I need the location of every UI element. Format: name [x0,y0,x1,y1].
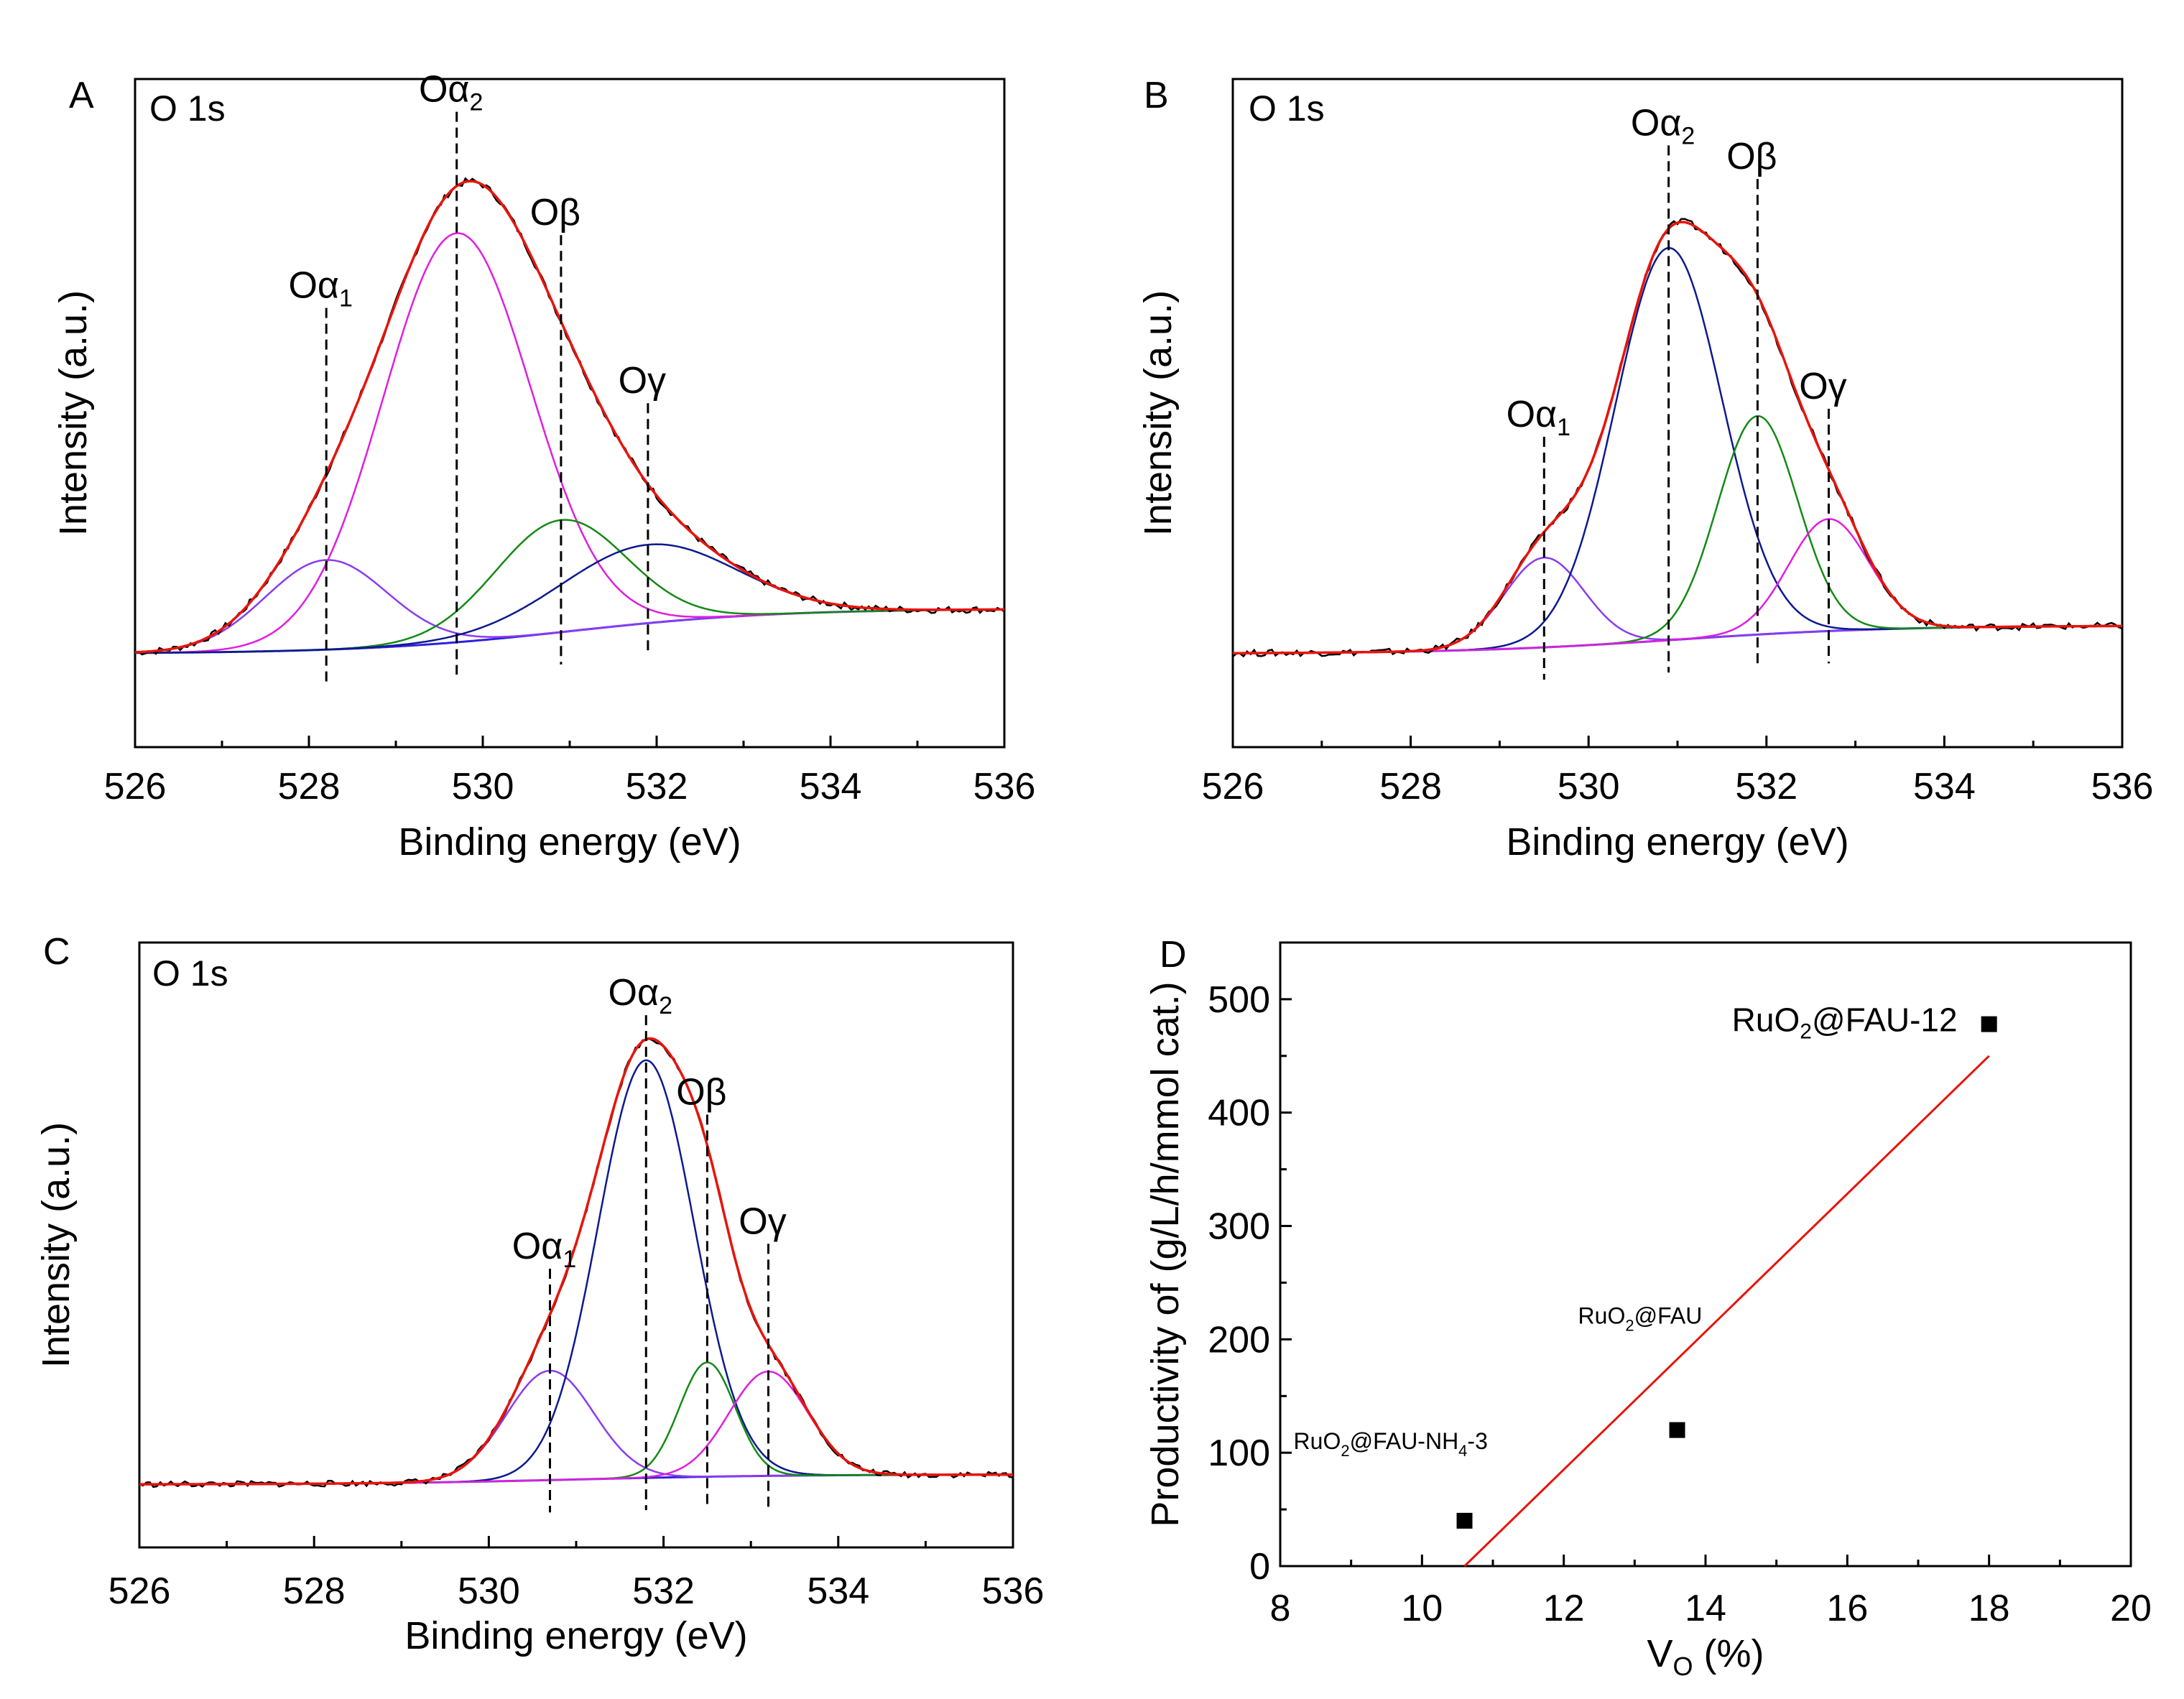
peak-label-2: Oα2 [419,69,483,116]
y-axis-title: Intensity (a.u.) [52,290,95,536]
x-tick-label: 14 [1685,1588,1726,1629]
x-axis-title: Binding energy (eV) [1506,820,1848,864]
region-label: O 1s [1249,88,1325,129]
region-label: O 1s [149,88,226,129]
plot-frame [134,78,1006,749]
peak-curve-2 [1233,246,2122,654]
y-tick-label: 300 [1208,1206,1270,1248]
x-tick-label: 16 [1826,1588,1868,1629]
x-tick-label: 528 [278,766,341,807]
peak-curve-4 [1233,518,2122,654]
peak-curve-3 [135,519,1004,654]
x-tick-label: 530 [452,766,514,807]
x-tick-label: 530 [458,1570,520,1612]
panel-D: 8 10 12 14 16 18 200100200300400500RuO2@FAU-NH… [1144,934,2152,1681]
x-tick-label: 12 [1543,1588,1585,1629]
x-tick-label: 528 [1379,766,1442,807]
peak-label-1: Oα1 [1507,394,1570,441]
peak-label-4: Oγ [1799,366,1846,407]
peak-label-4: Oγ [619,360,666,402]
x-tick-label: 528 [283,1570,346,1612]
x-tick-label: 10 [1401,1588,1443,1629]
peak-label-2: Oα2 [1631,102,1695,149]
peak-label-2: Oα2 [609,972,672,1019]
peak-curve-2 [135,232,1004,654]
x-tick-label: 532 [1735,766,1797,807]
panel-letter: A [69,75,94,116]
x-tick-label: 534 [807,1570,869,1612]
y-axis-title: Intensity (a.u.) [1137,290,1180,536]
x-tick-label: 536 [2091,766,2154,807]
y-tick-label: 200 [1208,1319,1270,1361]
x-tick-label: 18 [1968,1588,2010,1629]
region-label: O 1s [152,953,228,994]
x-tick-label: 526 [104,766,167,807]
data-point [1456,1512,1473,1529]
peak-label-3: Oβ [530,192,580,233]
experimental-curve [1232,218,2123,658]
envelope-curve [139,1037,1013,1486]
peak-curve-3 [139,1361,1013,1486]
y-tick-label: 400 [1208,1093,1270,1134]
x-tick-label: 532 [626,766,688,807]
y-tick-label: 500 [1208,979,1270,1021]
panel-C: 526 528 530 532 534 536 Oα1 Oα2 Oβ Oγ C O 1s Binding… [34,931,1044,1657]
y-axis-title: Intensity (a.u.) [34,1122,78,1368]
plot-frame [1231,78,2124,749]
panel-letter: B [1144,75,1169,116]
data-point [1981,1016,1997,1032]
point-label: RuO2@FAU-12 [1732,1001,1958,1044]
x-tick-label: 20 [2110,1588,2152,1629]
peak-label-1: Oα1 [512,1226,576,1273]
x-axis-title: VO (%) [1647,1632,1764,1681]
x-tick-label: 526 [1202,766,1264,807]
x-tick-label: 8 [1270,1588,1291,1629]
x-tick-label: 536 [982,1570,1045,1612]
panel-letter: C [43,931,70,973]
data-point [1669,1422,1685,1438]
peak-curve-1 [134,559,1004,654]
point-label: RuO2@FAU-NH4-3 [1294,1428,1488,1460]
fit-line [1463,1055,1990,1568]
panel-letter: D [1160,934,1187,976]
y-tick-label: 100 [1208,1432,1270,1474]
plot-frame [1279,941,2132,1568]
x-tick-label: 532 [632,1570,695,1612]
point-label: RuO2@FAU [1578,1303,1703,1335]
panel-A: 526 528 530 532 534 536 Oα1 Oα2 Oβ Oγ A O 1s Binding… [52,69,1035,864]
x-axis-title: Binding energy (eV) [404,1614,747,1657]
x-tick-label: 530 [1558,766,1620,807]
x-tick-label: 534 [1913,766,1976,807]
peak-curve-1 [139,1369,1013,1486]
peak-label-1: Oα1 [288,265,352,313]
envelope-curve [134,180,1004,654]
x-tick-label: 526 [108,1570,171,1612]
x-tick-label: 534 [800,766,862,807]
peak-label-3: Oβ [1726,136,1777,177]
peak-label-4: Oγ [739,1200,786,1242]
panel-B: 526 528 530 532 534 536 Oα1 Oα2 Oβ Oγ B O 1s Binding… [1137,75,2153,864]
peak-curve-3 [1233,415,2122,654]
peak-label-3: Oβ [676,1071,726,1113]
y-tick-label: 0 [1249,1546,1270,1588]
envelope-curve [1233,221,2122,654]
x-tick-label: 536 [973,766,1036,807]
y-axis-title: Productivity of (g/L/h/mmol cat.) [1144,981,1187,1527]
x-axis-title: Binding energy (eV) [398,820,741,864]
